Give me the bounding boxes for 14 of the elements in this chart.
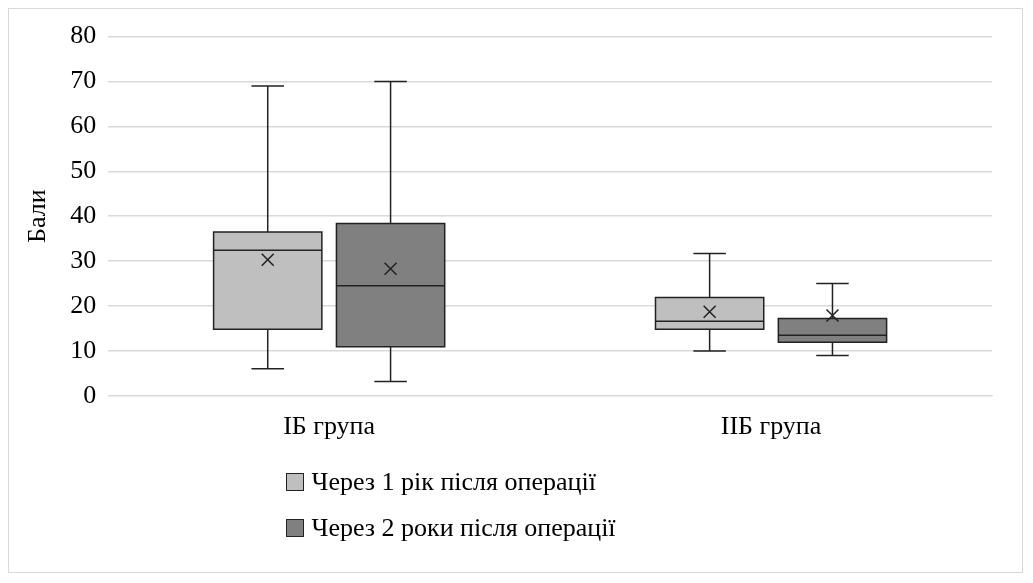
y-axis-title: Бали <box>22 189 52 243</box>
legend-label: Через 1 рік після операції <box>311 466 596 498</box>
y-tick-label: 60 <box>70 110 97 140</box>
y-tick-label: 80 <box>70 20 97 50</box>
x-tick-label: IIБ група <box>720 411 822 441</box>
y-tick-label: 0 <box>83 379 97 409</box>
legend-label: Через 2 роки після операції <box>311 512 616 544</box>
x-tick-label: IБ група <box>283 411 376 441</box>
y-tick-label: 10 <box>70 334 97 364</box>
y-tick-label: 20 <box>70 289 97 319</box>
y-tick-label: 70 <box>70 65 97 95</box>
y-tick-label: 30 <box>70 244 97 274</box>
y-tick-label: 50 <box>70 155 97 185</box>
y-tick-label: 40 <box>70 200 97 230</box>
